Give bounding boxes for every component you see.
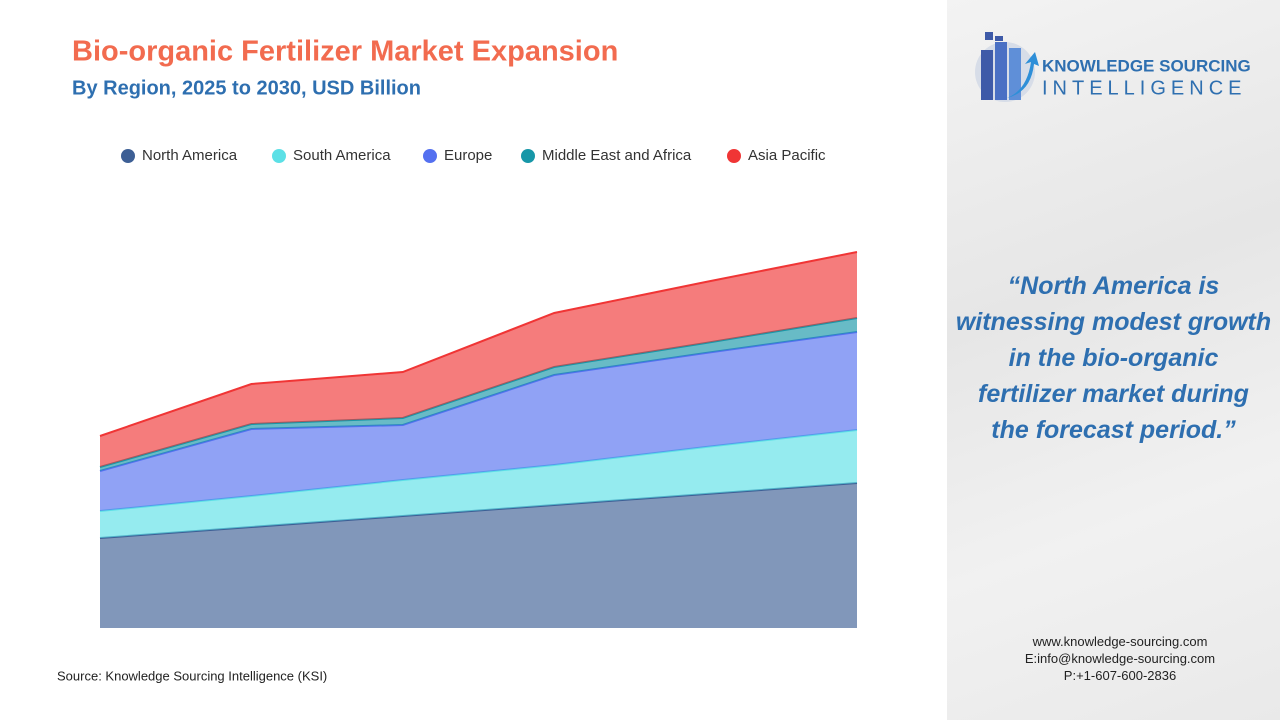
legend-marker (121, 149, 135, 163)
contact-line: E:info@knowledge-sourcing.com (1024, 651, 1216, 666)
area (100, 483, 857, 628)
area (100, 430, 857, 538)
quote-line: fertilizer market during (978, 380, 1249, 408)
quote-line: in the bio-organic (1008, 344, 1219, 372)
logo-icon (995, 36, 1003, 41)
logo: KNOWLEDGE SOURCING INTELLIGENCE (975, 32, 1251, 102)
quote-line: “North America is (1007, 272, 1220, 300)
logo-text: KNOWLEDGE SOURCING (1042, 56, 1251, 75)
logo-icon (1007, 52, 1039, 98)
logo-icon (985, 32, 993, 40)
area-edge (99, 251, 858, 437)
area (100, 332, 857, 511)
chart-title: Bio-organic Fertilizer Market Expansion (72, 36, 618, 68)
legend-marker (727, 149, 741, 163)
quote-line: witnessing modest growth (955, 308, 1272, 336)
quote-line: the forecast period.” (991, 416, 1236, 444)
contact-line: P:+1-607-600-2836 (1063, 668, 1177, 683)
contact-line: www.knowledge-sourcing.com (1032, 634, 1208, 649)
area (100, 252, 857, 467)
logo-text: INTELLIGENCE (1042, 77, 1246, 99)
legend-label: Middle East and Africa (542, 147, 692, 164)
logo-icon (981, 50, 993, 100)
area (100, 318, 857, 471)
source: Source: Knowledge Sourcing Intelligence … (57, 668, 327, 683)
chart-subtitle: By Region, 2025 to 2030, USD Billion (72, 77, 421, 99)
logo-icon (1009, 48, 1021, 100)
legend-label: South America (293, 147, 391, 164)
legend-marker (272, 149, 286, 163)
side-panel: KNOWLEDGE SOURCING INTELLIGENCE “North A… (947, 0, 1280, 720)
legend-marker (423, 149, 437, 163)
legend-marker (521, 149, 535, 163)
legend-label: North America (142, 147, 238, 164)
logo-icon (995, 42, 1007, 100)
chart: Bio-organic Fertilizer Market Expansion … (57, 36, 858, 683)
legend-label: Asia Pacific (748, 147, 826, 164)
legend-label: Europe (444, 147, 492, 164)
